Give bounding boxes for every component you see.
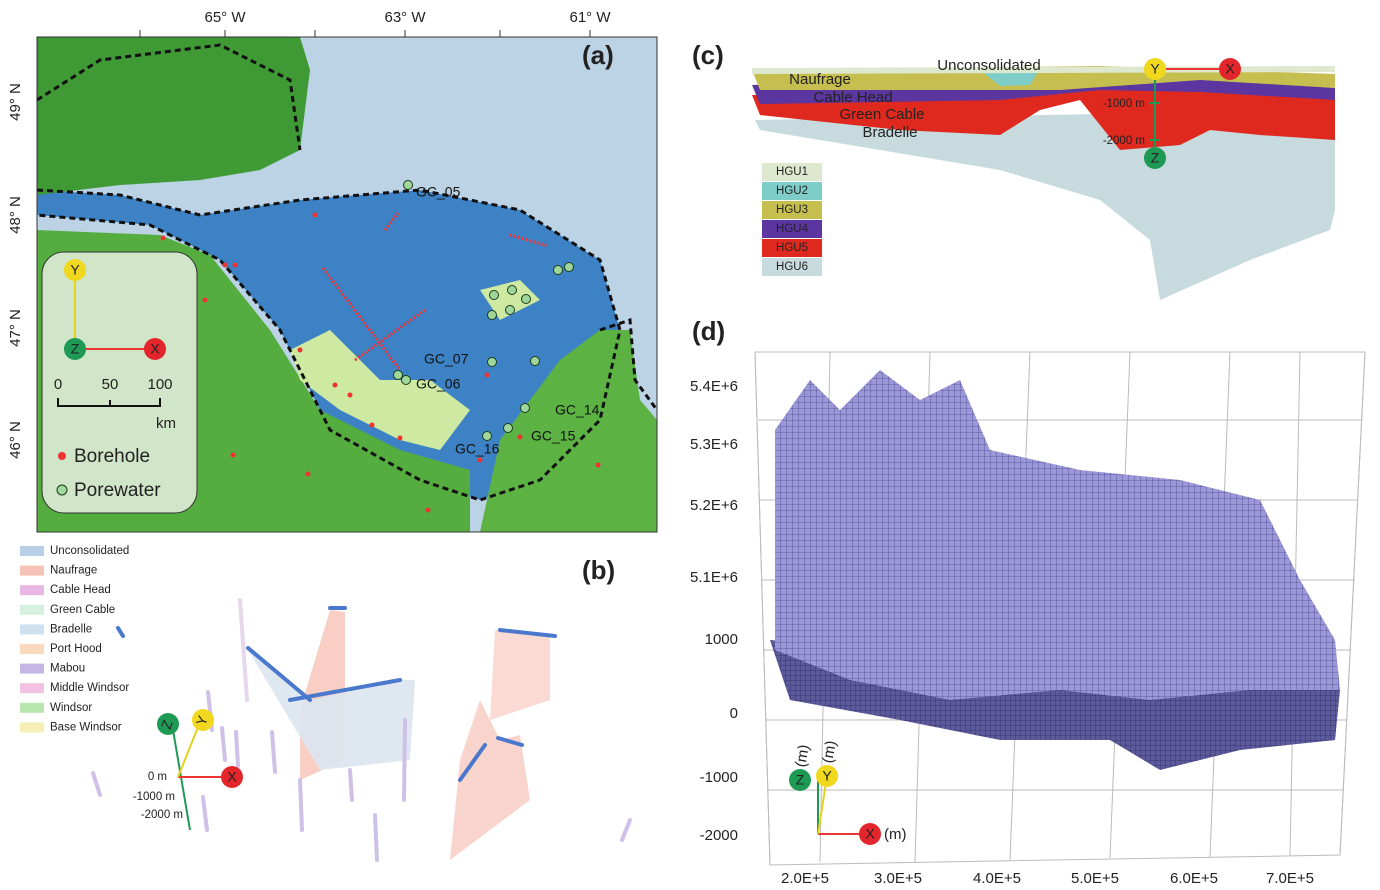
axis-unit: (m) bbox=[792, 743, 813, 768]
lon-label: 61° W bbox=[569, 9, 611, 26]
y-tick-label: 5.3E+6 bbox=[690, 436, 738, 453]
lat-label: 48° N bbox=[7, 196, 24, 234]
hgu6 bbox=[755, 110, 1335, 300]
x-tick-label: 3.0E+5 bbox=[874, 870, 922, 887]
well-label: GC_16 bbox=[455, 441, 500, 457]
depth-label: -2000 m bbox=[141, 809, 183, 821]
y-tick-label: 5.4E+6 bbox=[690, 378, 738, 395]
x-tick-label: 4.0E+5 bbox=[973, 870, 1021, 887]
legend-label: Borehole bbox=[74, 446, 150, 467]
legend-swatch bbox=[20, 624, 44, 634]
axis-label: X bbox=[865, 826, 875, 842]
lat-label: 46° N bbox=[7, 421, 24, 459]
y-tick-label: 1000 bbox=[705, 631, 738, 648]
unit-label: Bradelle bbox=[862, 124, 917, 141]
panel-label: (d) bbox=[692, 316, 725, 346]
depth-label: -2000 m bbox=[1103, 135, 1145, 147]
x-tick-label: 6.0E+5 bbox=[1170, 870, 1218, 887]
x-tick-label: 5.0E+5 bbox=[1071, 870, 1119, 887]
y-tick-label: 5.2E+6 bbox=[690, 497, 738, 514]
depth-label: -1000 m bbox=[133, 791, 175, 803]
legend-swatch bbox=[20, 566, 44, 576]
lat-label: 47° N bbox=[7, 309, 24, 347]
legend-label: Port Hood bbox=[50, 643, 102, 655]
panel-d: (d) Z Y X (m) (m) (m) 5.4E+6 5.3E+6 5.2E+6… bbox=[690, 316, 1365, 887]
axis-unit: (m) bbox=[884, 826, 907, 843]
y-tick-label: -2000 bbox=[700, 827, 738, 844]
axis-label: X bbox=[150, 341, 160, 357]
legend-swatch bbox=[20, 546, 44, 556]
axis-label: Y bbox=[70, 262, 80, 278]
axis-label: Y bbox=[1150, 61, 1160, 77]
axis-unit: (m) bbox=[819, 739, 840, 764]
x-tick-label: 2.0E+5 bbox=[781, 870, 829, 887]
unit-label: Naufrage bbox=[789, 71, 851, 88]
legend-label: Middle Windsor bbox=[50, 682, 129, 694]
axis-label: Y bbox=[822, 768, 832, 784]
legend-swatch bbox=[20, 722, 44, 732]
legend-label: Porewater bbox=[74, 480, 161, 501]
figure: GC_05 GC_07 GC_06 GC_14 GC_15 GC_16 (a) … bbox=[0, 0, 1380, 890]
well-label: GC_14 bbox=[555, 402, 600, 418]
legend-swatch bbox=[20, 664, 44, 674]
legend-swatch bbox=[20, 585, 44, 595]
legend-label: HGU2 bbox=[776, 185, 808, 197]
unit-label: Cable Head bbox=[813, 89, 892, 106]
legend-label: Mabou bbox=[50, 663, 85, 675]
depth-label: 0 m bbox=[148, 771, 167, 783]
panel-label: (b) bbox=[582, 555, 615, 585]
unit-label: Unconsolidated bbox=[937, 57, 1040, 74]
panel-a: GC_05 GC_07 GC_06 GC_14 GC_15 GC_16 (a) … bbox=[7, 9, 657, 532]
well-label: GC_06 bbox=[416, 376, 461, 392]
legend-marker bbox=[58, 452, 66, 460]
panel-label: (a) bbox=[582, 40, 614, 70]
legend-label: Base Windsor bbox=[50, 721, 122, 733]
legend-swatch bbox=[20, 683, 44, 693]
lon-label: 63° W bbox=[384, 9, 426, 26]
legend-label: Cable Head bbox=[50, 584, 111, 596]
legend-label: HGU4 bbox=[776, 223, 809, 235]
axis-line bbox=[178, 722, 200, 777]
scale-label: 0 bbox=[54, 376, 62, 393]
y-tick-label: 0 bbox=[730, 705, 738, 722]
x-tick-label: 7.0E+5 bbox=[1266, 870, 1314, 887]
panel-label: (c) bbox=[692, 40, 724, 70]
depth-label: -1000 m bbox=[1103, 98, 1145, 110]
legend-label: Green Cable bbox=[50, 604, 115, 616]
y-tick-label: -1000 bbox=[700, 769, 738, 786]
y-tick-label: 5.1E+6 bbox=[690, 569, 738, 586]
unit-label: Green Cable bbox=[839, 106, 924, 123]
axis-label: X bbox=[227, 769, 237, 785]
scale-unit: km bbox=[156, 415, 176, 432]
legend-label: Windsor bbox=[50, 702, 92, 714]
scale-label: 100 bbox=[147, 376, 172, 393]
legend-label: HGU6 bbox=[776, 261, 808, 273]
well-label: GC_05 bbox=[416, 184, 461, 200]
axis-label: Z bbox=[796, 772, 805, 788]
legend-label: Naufrage bbox=[50, 565, 97, 577]
lon-label: 65° W bbox=[204, 9, 246, 26]
legend-label: HGU1 bbox=[776, 166, 808, 178]
lat-label: 49° N bbox=[7, 83, 24, 121]
inset-legend bbox=[42, 252, 197, 513]
legend-marker bbox=[57, 485, 67, 495]
panel-c: (c) Unconsolidated Naufrage Cable Head G… bbox=[692, 40, 1335, 300]
legend-swatch bbox=[20, 605, 44, 615]
legend-label: HGU3 bbox=[776, 204, 808, 216]
legend-swatch bbox=[20, 703, 44, 713]
well-label: GC_07 bbox=[424, 351, 469, 367]
panel-b: (b) bbox=[20, 545, 630, 860]
axis-label: Z bbox=[1151, 150, 1160, 166]
axis-label: X bbox=[1225, 61, 1235, 77]
axis-label: Z bbox=[71, 341, 80, 357]
well-label: GC_15 bbox=[531, 428, 576, 444]
lon-ticks bbox=[140, 30, 590, 37]
scale-label: 50 bbox=[102, 376, 119, 393]
legend-label: HGU5 bbox=[776, 242, 808, 254]
legend-swatch bbox=[20, 644, 44, 654]
legend-label: Bradelle bbox=[50, 623, 92, 635]
legend-label: Unconsolidated bbox=[50, 545, 129, 557]
